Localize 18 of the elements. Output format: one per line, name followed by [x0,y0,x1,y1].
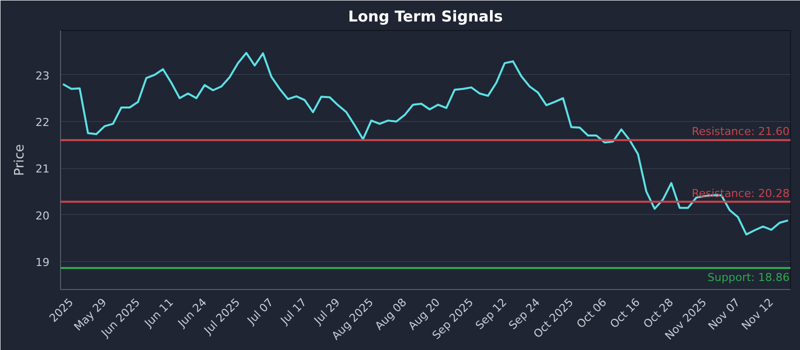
y-tick-label: 21 [36,162,50,176]
x-tick-label: Oct 06 [574,296,610,331]
y-tick-label: 19 [36,256,50,269]
x-tick-label: Jul 07 [244,296,276,328]
x-tick-label: Jun 11 [142,296,176,330]
ref-line-label: Support: 18.86 [707,271,790,284]
y-tick-label: 22 [36,116,50,129]
ref-line-label: Resistance: 21.60 [692,125,790,138]
x-tick-label: Jul 17 [278,296,310,328]
y-axis-title: Price [12,144,28,176]
line-series [62,52,789,236]
x-tick-label: Jul 29 [310,296,343,328]
x-tick-label: Oct 16 [608,296,643,331]
x-tick-label: Sep 12 [473,296,510,332]
y-tick-label: 23 [36,69,50,82]
y-tick-label: 20 [36,209,50,222]
ref-line-label: Resistance: 20.28 [692,186,790,200]
chart-title: Long Term Signals [348,8,503,26]
